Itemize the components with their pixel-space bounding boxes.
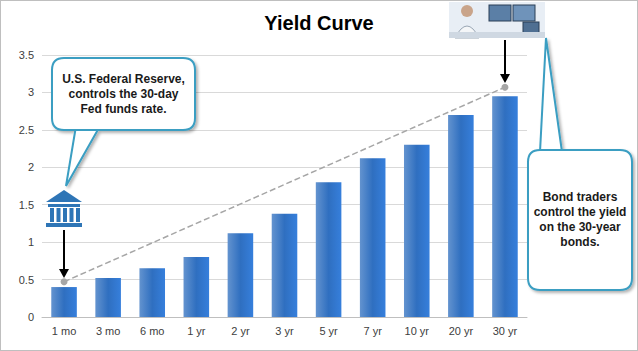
svg-text:0: 0 <box>28 311 34 323</box>
svg-text:Yield Curve: Yield Curve <box>264 12 373 34</box>
svg-text:6 mo: 6 mo <box>140 325 164 337</box>
svg-text:10 yr: 10 yr <box>405 325 430 337</box>
svg-text:2 yr: 2 yr <box>231 325 250 337</box>
svg-text:3 yr: 3 yr <box>275 325 294 337</box>
svg-text:7 yr: 7 yr <box>364 325 383 337</box>
svg-text:1.5: 1.5 <box>19 199 34 211</box>
svg-text:3 mo: 3 mo <box>96 325 120 337</box>
svg-text:5 yr: 5 yr <box>319 325 338 337</box>
svg-text:3: 3 <box>28 86 34 98</box>
svg-text:0.5: 0.5 <box>19 274 34 286</box>
html-text:U.S. Federal Reserve, controls: U.S. Federal Reserve, controls the 30-da… <box>62 71 185 116</box>
svg-text:2.5: 2.5 <box>19 124 34 136</box>
svg-text:1 mo: 1 mo <box>52 325 76 337</box>
html-text:Bond traders control the yield: Bond traders control the yield on the 30… <box>533 190 627 249</box>
svg-text:2: 2 <box>28 161 34 173</box>
svg-text:20 yr: 20 yr <box>449 325 474 337</box>
svg-text:1 yr: 1 yr <box>187 325 206 337</box>
svg-text:1: 1 <box>28 236 34 248</box>
svg-text:30 yr: 30 yr <box>493 325 518 337</box>
svg-text:3.5: 3.5 <box>19 49 34 61</box>
